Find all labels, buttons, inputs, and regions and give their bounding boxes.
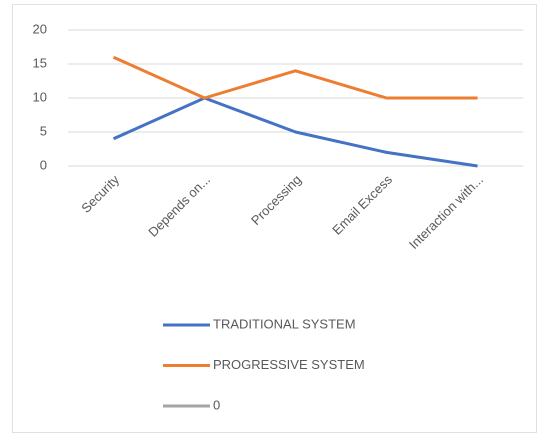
series-line xyxy=(112,55,478,100)
legend-label: TRADITIONAL SYSTEM xyxy=(213,316,356,331)
legend-label: PROGRESSIVE SYSTEM xyxy=(213,357,365,372)
y-tick-label: 5 xyxy=(40,123,47,138)
y-tick-label: 20 xyxy=(33,21,47,36)
y-tick-label: 10 xyxy=(33,89,47,104)
series-line xyxy=(112,96,478,168)
legend-label: 0 xyxy=(213,397,220,412)
y-tick-label: 0 xyxy=(40,157,47,172)
y-tick-label: 15 xyxy=(33,55,47,70)
